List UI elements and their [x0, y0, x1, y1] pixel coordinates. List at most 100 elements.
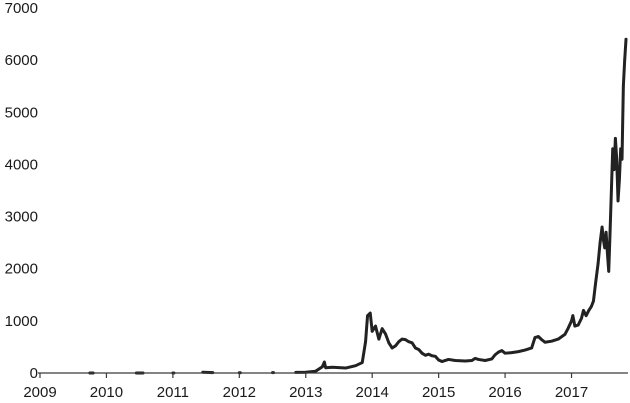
- data-point: [576, 323, 580, 327]
- data-point: [390, 346, 394, 350]
- x-tick-label: 2017: [555, 384, 588, 401]
- data-point: [570, 319, 573, 323]
- data-point: [600, 225, 604, 229]
- data-point: [380, 327, 384, 330]
- data-point: [603, 246, 607, 250]
- data-point: [537, 335, 540, 338]
- data-point: [410, 341, 414, 345]
- data-point: [404, 338, 407, 341]
- data-point: [610, 189, 613, 192]
- data-point: [400, 337, 404, 341]
- data-point: [503, 351, 507, 355]
- x-tick-label: 2012: [223, 384, 256, 401]
- x-tick-label: 2011: [157, 384, 189, 401]
- data-point: [417, 348, 421, 351]
- data-point: [447, 358, 450, 361]
- data-point: [397, 340, 401, 344]
- data-point: [420, 351, 424, 355]
- data-point: [323, 360, 326, 364]
- data-point: [424, 353, 427, 357]
- data-point: [523, 348, 527, 352]
- x-axis: 2009 2010 2011 2012 2013 2014 2015 2016 2017: [23, 372, 628, 401]
- data-point: [606, 251, 609, 255]
- data-point: [477, 358, 480, 361]
- y-tick-label: 4000: [5, 156, 38, 173]
- data-point: [473, 357, 477, 360]
- x-tick-label: 2013: [289, 384, 322, 401]
- data-point: [314, 369, 318, 373]
- y-tick-label: 3000: [5, 209, 38, 226]
- data-point: [619, 147, 622, 151]
- y-tick-label: 0: [30, 365, 38, 382]
- data-point: [414, 346, 417, 350]
- data-point: [556, 337, 560, 341]
- data-point: [582, 309, 585, 312]
- data-point: [377, 337, 381, 341]
- data-point: [612, 168, 616, 171]
- data-point: [614, 137, 617, 140]
- data-point: [608, 230, 612, 234]
- data-point: [490, 357, 494, 361]
- data-point: [453, 359, 457, 362]
- data-point: [580, 316, 583, 320]
- x-tick-label: 2016: [488, 384, 521, 401]
- y-tick-label: 2000: [5, 261, 38, 278]
- data-point: [611, 147, 615, 151]
- data-point: [430, 354, 434, 358]
- data-point: [618, 178, 621, 182]
- y-tick-label: 5000: [5, 104, 38, 121]
- data-point: [563, 333, 567, 336]
- data-point: [584, 314, 588, 317]
- data-point: [344, 366, 347, 370]
- x-tick-label: 2015: [422, 384, 455, 401]
- data-point: [602, 238, 605, 242]
- data-point: [331, 365, 334, 369]
- data-point: [571, 314, 575, 317]
- data-point: [470, 359, 474, 362]
- data-point: [616, 199, 620, 203]
- data-point: [366, 314, 369, 317]
- data-point: [517, 350, 520, 353]
- data-point: [483, 359, 487, 362]
- data-point: [394, 344, 397, 348]
- x-tick-label: 2014: [356, 384, 389, 401]
- data-point: [590, 304, 593, 308]
- data-point: [623, 58, 626, 62]
- data-point: [573, 324, 577, 328]
- data-point: [596, 262, 600, 265]
- data-point: [384, 332, 387, 336]
- data-point: [354, 364, 357, 368]
- data-point: [321, 365, 324, 369]
- data-point: [427, 352, 430, 356]
- data-point: [615, 157, 619, 161]
- series-layer: [88, 37, 628, 375]
- data-point: [604, 230, 608, 234]
- data-point: [463, 359, 467, 363]
- y-tick-label: 6000: [5, 52, 38, 69]
- data-point: [500, 349, 504, 352]
- data-point: [324, 366, 327, 370]
- data-point: [434, 355, 437, 358]
- data-point: [437, 358, 440, 362]
- data-point: [620, 157, 624, 161]
- price-series-line: [294, 37, 628, 374]
- x-tick-label: 2010: [90, 384, 123, 401]
- data-point: [550, 339, 553, 343]
- data-point: [368, 311, 372, 315]
- data-point: [387, 341, 391, 345]
- data-point: [533, 336, 537, 339]
- data-point: [598, 241, 602, 244]
- data-point: [370, 329, 374, 333]
- data-point: [510, 351, 514, 354]
- data-point: [443, 359, 447, 362]
- data-point: [440, 360, 444, 363]
- data-point: [607, 270, 611, 273]
- data-point: [594, 283, 597, 286]
- data-point: [497, 350, 500, 354]
- data-point: [592, 299, 595, 303]
- data-point: [622, 84, 625, 88]
- data-point: [566, 326, 570, 330]
- data-point: [360, 361, 364, 364]
- data-point: [374, 324, 377, 328]
